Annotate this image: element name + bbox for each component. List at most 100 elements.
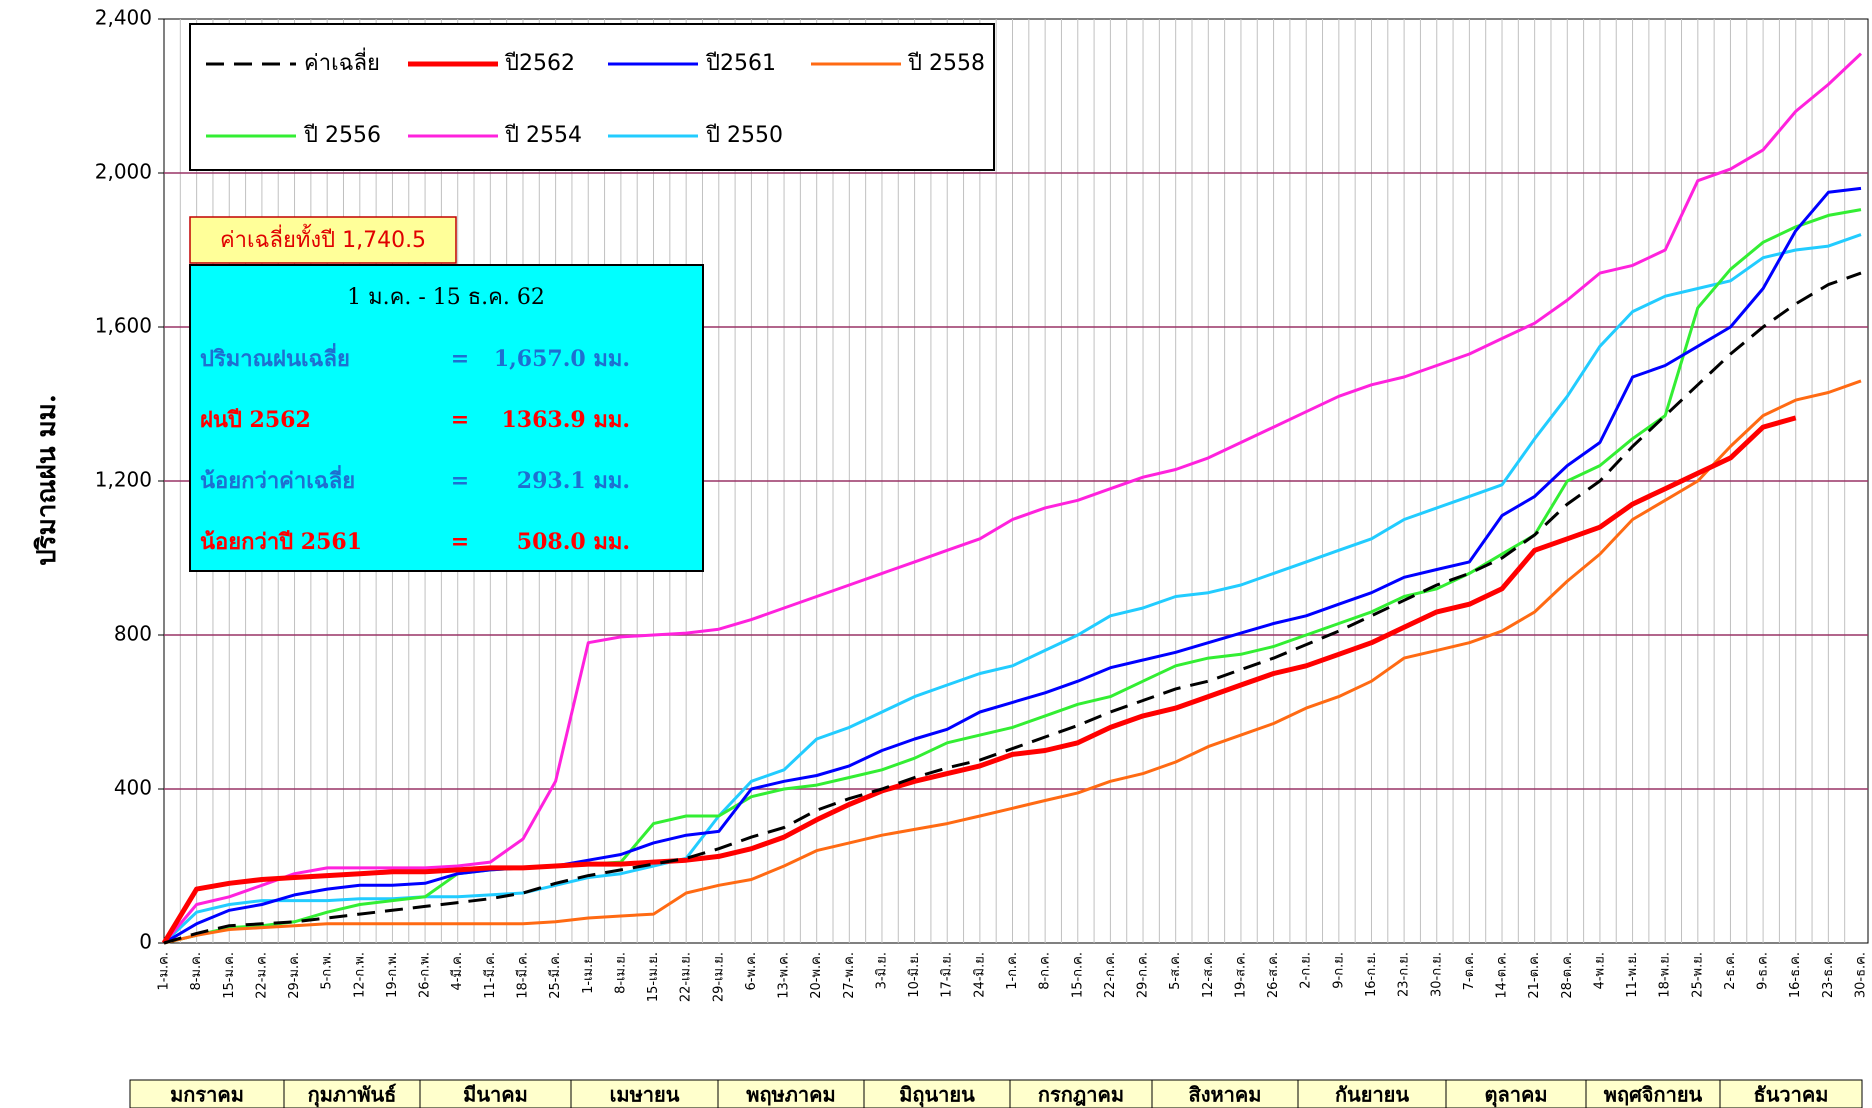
month-cell [717, 1079, 865, 1108]
x-tick-label: 21-ต.ค. [1527, 952, 1542, 999]
x-tick-label: 1-เม.ย. [581, 952, 596, 994]
y-tick-label: 2,000 [95, 160, 152, 184]
summary-cell: น้อยกว่าค่าเฉลี่ย [200, 464, 355, 494]
summary-cell: 293.1 มม. [517, 468, 630, 494]
summary-cell: 508.0 มม. [517, 529, 630, 555]
x-tick-label: 11-มี.ค. [482, 952, 498, 999]
y-tick-label: 400 [114, 776, 152, 800]
month-label: ตุลาคม [1484, 1083, 1547, 1108]
x-tick-label: 4-มี.ค. [449, 952, 465, 991]
month-label: กุมภาพันธ์ [308, 1083, 397, 1108]
summary-cell: น้อยกว่าปี 2561 [200, 529, 362, 555]
x-tick-label: 29-ม.ค. [287, 952, 302, 999]
annual-average: ค่าเฉลี่ยทั้งปี 1,740.5 [220, 224, 426, 253]
x-tick-label: 14-ต.ค. [1495, 952, 1510, 999]
month-label: กรกฎาคม [1038, 1083, 1124, 1107]
month-label: พฤศจิกายน [1604, 1083, 1703, 1107]
legend-label: ปี 2558 [907, 51, 985, 76]
legend-label: ค่าเฉลี่ย [304, 47, 380, 76]
y-tick-label: 0 [139, 930, 152, 954]
x-tick-label: 13-พ.ค. [777, 952, 792, 999]
summary-cell: 1,657.0 มม. [494, 346, 630, 372]
month-label: พฤษภาคม [746, 1083, 835, 1107]
summary-box [189, 264, 704, 572]
x-tick-label: 2-ธ.ค. [1723, 952, 1738, 990]
legend-label: ปี 2550 [705, 123, 783, 148]
x-tick-label: 19-ก.พ. [385, 952, 400, 998]
series-line [162, 233, 1862, 945]
x-tick-label: 10-มิ.ย. [907, 952, 922, 998]
month-cell [1585, 1079, 1721, 1108]
x-tick-label: 29-เม.ย. [711, 952, 726, 1002]
month-label: กันยายน [1335, 1083, 1409, 1107]
month-label: มกราคม [170, 1083, 244, 1107]
x-tick-label: 6-พ.ค. [744, 952, 759, 991]
month-cell [1719, 1079, 1863, 1108]
series-line [163, 379, 1862, 945]
x-tick-label: 9-ก.ย. [1331, 952, 1346, 989]
x-tick-label: 18-มี.ค. [514, 952, 530, 999]
x-tick-label: 12-ส.ค. [1201, 952, 1216, 998]
y-axis-label: ปริมาณฝน มม. [32, 394, 62, 566]
summary-title: 1 ม.ค. - 15 ธ.ค. 62 [347, 285, 545, 310]
summary-cell: = [451, 407, 469, 433]
month-cell [1297, 1079, 1447, 1108]
x-tick-label: 16-ธ.ค. [1788, 952, 1803, 998]
x-tick-label: 24-มิ.ย. [972, 952, 987, 998]
x-tick-label: 22-ก.ค. [1103, 952, 1118, 998]
series-line [163, 186, 1862, 945]
x-tick-label: 20-พ.ค. [809, 952, 824, 999]
summary-cell: ฝนปี 2562 [200, 407, 311, 433]
month-cell [1445, 1079, 1587, 1108]
legend-label: ปี2562 [504, 51, 575, 76]
x-tick-label: 11-พ.ย. [1625, 952, 1640, 998]
y-tick-label: 1,600 [95, 314, 152, 338]
series-line [163, 208, 1862, 945]
x-tick-label: 22-ม.ค. [254, 952, 269, 999]
x-tick-label: 8-ก.ค. [1038, 952, 1053, 990]
x-tick-label: 2-ก.ย. [1299, 952, 1314, 989]
series-line [161, 415, 1797, 945]
x-tick-label: 29-ก.ค. [1136, 952, 1151, 998]
x-tick-label: 28-ต.ค. [1560, 952, 1575, 999]
x-tick-label: 12-ก.พ. [352, 952, 367, 998]
x-tick-label: 25-พ.ย. [1690, 952, 1705, 998]
month-label: สิงหาคม [1189, 1083, 1262, 1107]
x-tick-label: 8-ม.ค. [189, 952, 204, 991]
month-cell [570, 1079, 719, 1108]
x-tick-label: 23-ธ.ค. [1821, 952, 1836, 998]
summary-cell: ปริมาณฝนเฉลี่ย [200, 342, 350, 372]
annual-average-box [189, 216, 457, 264]
x-tick-label: 23-ก.ย. [1397, 952, 1412, 997]
x-tick-label: 16-ก.ย. [1364, 952, 1379, 997]
x-tick-label: 5-ส.ค. [1168, 952, 1183, 990]
series-line [163, 271, 1862, 945]
y-tick-label: 1,200 [95, 468, 152, 492]
x-tick-label: 15-ม.ค. [222, 952, 237, 999]
x-tick-label: 9-ธ.ค. [1756, 952, 1771, 990]
x-tick-label: 26-ก.พ. [418, 952, 433, 998]
x-tick-label: 3-มิ.ย. [874, 952, 889, 989]
x-tick-label: 15-เม.ย. [646, 952, 661, 1002]
legend-label: ปี2561 [705, 51, 776, 76]
month-label: ธันวาคม [1754, 1083, 1829, 1107]
x-tick-label: 17-มิ.ย. [940, 952, 955, 998]
y-tick-label: 800 [114, 622, 152, 646]
x-tick-label: 26-ส.ค. [1266, 952, 1281, 998]
month-label: มีนาคม [463, 1083, 528, 1107]
x-tick-label: 30-ธ.ค. [1854, 952, 1869, 998]
x-tick-label: 19-ส.ค. [1233, 952, 1248, 998]
legend [189, 23, 995, 171]
x-tick-label: 15-ก.ค. [1070, 952, 1085, 998]
summary-cell: = [451, 346, 469, 372]
x-tick-label: 8-เม.ย. [613, 952, 628, 994]
series-line [162, 52, 1863, 944]
x-tick-label: 4-พ.ย. [1592, 952, 1607, 989]
x-tick-label: 27-พ.ค. [842, 952, 857, 999]
month-label: เมษายน [610, 1083, 680, 1107]
summary-cell: = [451, 529, 469, 555]
legend-label: ปี 2554 [504, 123, 582, 148]
x-tick-label: 1-ก.ค. [1005, 952, 1020, 990]
x-tick-label: 30-ก.ย. [1429, 952, 1444, 997]
